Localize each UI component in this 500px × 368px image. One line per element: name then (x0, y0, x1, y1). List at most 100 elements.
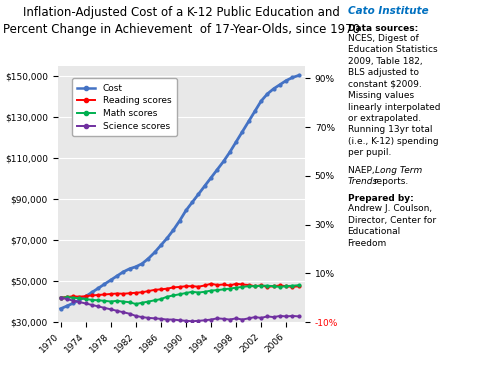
Math scores (164, 294, 170, 299)
Cost (189, 200, 195, 205)
Math scores (283, 284, 289, 289)
Reading scores (290, 285, 296, 289)
Science scores (58, 296, 64, 300)
Math scores (214, 288, 220, 292)
Math scores (114, 298, 120, 303)
Cost (89, 290, 95, 294)
Reading scores (214, 283, 220, 287)
Math scores (296, 283, 302, 287)
Math scores (202, 290, 207, 294)
Science scores (240, 317, 246, 322)
Reading scores (114, 291, 120, 296)
Line: Cost: Cost (59, 74, 300, 310)
Science scores (233, 316, 239, 321)
Cost (196, 192, 202, 197)
Cost (170, 228, 176, 232)
Reading scores (152, 288, 158, 292)
Reading scores (170, 285, 176, 290)
Science scores (108, 307, 114, 312)
Science scores (208, 317, 214, 322)
Science scores (126, 311, 132, 316)
Cost (108, 278, 114, 282)
Math scores (189, 290, 195, 294)
Cost (202, 184, 207, 188)
Reading scores (227, 283, 233, 288)
Math scores (89, 298, 95, 302)
Cost (264, 92, 270, 96)
Science scores (133, 314, 139, 318)
Science scores (264, 314, 270, 319)
Cost (120, 270, 126, 274)
Math scores (95, 298, 101, 302)
Science scores (95, 304, 101, 309)
Reading scores (89, 293, 95, 298)
Cost (240, 130, 246, 134)
Math scores (258, 283, 264, 288)
Reading scores (158, 287, 164, 291)
Reading scores (270, 284, 276, 289)
Science scores (246, 316, 252, 321)
Math scores (64, 295, 70, 300)
Legend: Cost, Reading scores, Math scores, Science scores: Cost, Reading scores, Math scores, Scien… (72, 78, 176, 136)
Cost (139, 262, 145, 266)
Math scores (152, 298, 158, 302)
Cost (270, 86, 276, 91)
Cost (58, 307, 64, 311)
Math scores (264, 283, 270, 288)
Reading scores (240, 282, 246, 287)
Math scores (133, 302, 139, 306)
Math scores (208, 289, 214, 293)
Science scores (152, 316, 158, 321)
Reading scores (233, 282, 239, 286)
Cost (208, 176, 214, 180)
Reading scores (76, 294, 82, 299)
Science scores (70, 298, 76, 303)
Cost (296, 73, 302, 78)
Science scores (76, 300, 82, 304)
Cost (70, 301, 76, 305)
Science scores (89, 303, 95, 307)
Science scores (158, 316, 164, 321)
Reading scores (82, 294, 88, 298)
Math scores (196, 290, 202, 295)
Cost (146, 256, 152, 261)
Cost (283, 78, 289, 83)
Line: Math scores: Math scores (59, 284, 300, 305)
Cost (158, 243, 164, 247)
Math scores (240, 285, 246, 289)
Science scores (64, 297, 70, 301)
Cost (133, 265, 139, 269)
Math scores (70, 296, 76, 300)
Science scores (252, 315, 258, 319)
Reading scores (202, 283, 207, 288)
Math scores (170, 293, 176, 298)
Reading scores (296, 284, 302, 289)
Cost (233, 140, 239, 144)
Cost (82, 294, 88, 299)
Math scores (176, 292, 182, 297)
Science scores (258, 316, 264, 320)
Science scores (189, 319, 195, 323)
Science scores (277, 314, 283, 318)
Line: Science scores: Science scores (59, 296, 300, 323)
Reading scores (264, 285, 270, 289)
Science scores (139, 315, 145, 319)
Cost (114, 274, 120, 278)
Reading scores (252, 284, 258, 289)
Reading scores (189, 284, 195, 289)
Reading scores (258, 283, 264, 288)
Text: reports.: reports. (374, 177, 409, 186)
Reading scores (70, 294, 76, 299)
Math scores (270, 284, 276, 289)
Cost (214, 167, 220, 172)
Cost (76, 298, 82, 302)
Reading scores (208, 282, 214, 286)
Cost (64, 304, 70, 308)
Math scores (146, 299, 152, 304)
Science scores (270, 315, 276, 319)
Math scores (120, 299, 126, 304)
Science scores (220, 316, 226, 321)
Text: Inflation-Adjusted Cost of a K-12 Public Education and: Inflation-Adjusted Cost of a K-12 Public… (23, 6, 340, 18)
Text: Prepared by:: Prepared by: (348, 194, 413, 203)
Cost (183, 208, 189, 213)
